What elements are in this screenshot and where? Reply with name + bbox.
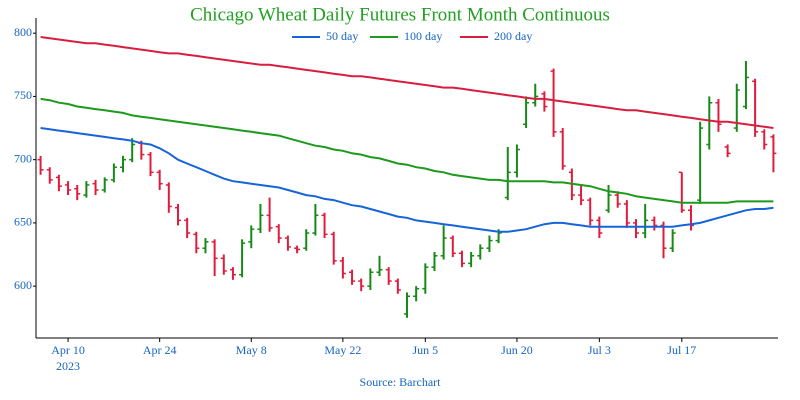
legend-label: 200 day [494,29,532,43]
x-tick-label: Apr 10 [51,343,85,357]
y-tick-label: 600 [14,278,32,292]
source: Source: Barchart [360,375,442,389]
legend-label: 100 day [404,29,442,43]
x-tick-label: Jul 17 [667,343,696,357]
x-tick-label: Jul 3 [588,343,611,357]
y-tick-label: 700 [14,151,32,165]
x-tick-label: May 8 [236,343,267,357]
x-tick-label: Jun 20 [501,343,533,357]
x-tick-label: Apr 24 [143,343,177,357]
x-tick-label: Jun 5 [412,343,438,357]
year-label: 2023 [56,359,80,373]
y-tick-label: 650 [14,215,32,229]
moving-average-line [40,36,774,129]
y-tick-label: 800 [14,25,32,39]
moving-average-line [40,127,774,233]
moving-average-line [40,97,774,204]
legend-label: 50 day [326,29,358,43]
chart-title: Chicago Wheat Daily Futures Front Month … [190,4,610,25]
x-tick-label: May 22 [324,343,361,357]
y-tick-label: 750 [14,88,32,102]
